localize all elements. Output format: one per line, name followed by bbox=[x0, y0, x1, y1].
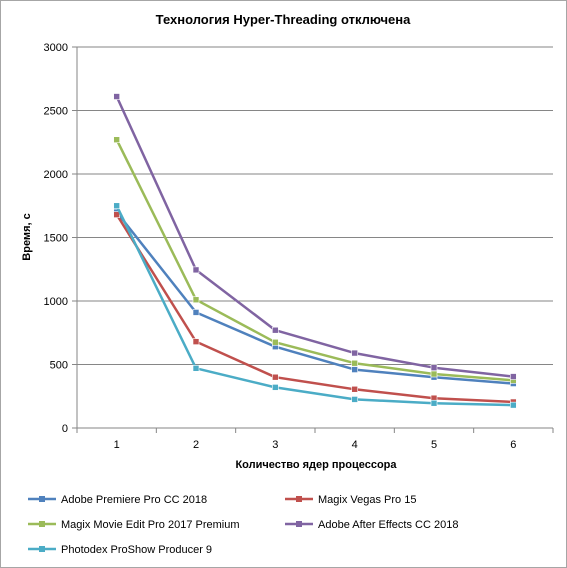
legend-item: Adobe Premiere Pro CC 2018 bbox=[28, 494, 207, 506]
y-tick-label: 0 bbox=[62, 423, 68, 435]
data-point bbox=[510, 373, 517, 380]
data-point bbox=[351, 349, 358, 357]
axes bbox=[72, 46, 554, 433]
data-point bbox=[510, 401, 517, 409]
data-point bbox=[113, 136, 120, 144]
series-line bbox=[115, 211, 514, 385]
y-tick-label: 2500 bbox=[44, 106, 68, 118]
y-tick-label: 1000 bbox=[44, 296, 68, 308]
x-tick-label: 3 bbox=[272, 439, 278, 451]
data-point bbox=[113, 93, 120, 100]
series-3 bbox=[113, 136, 517, 384]
data-point bbox=[272, 326, 279, 334]
legend-item: Magix Vegas Pro 15 bbox=[285, 494, 416, 506]
x-tick-labels: 1 2 3 4 5 6 bbox=[114, 439, 517, 451]
legend-swatch-marker bbox=[296, 496, 302, 502]
data-point bbox=[430, 364, 438, 371]
y-tick-label: 1500 bbox=[44, 233, 68, 245]
legend-label: Adobe Premiere Pro CC 2018 bbox=[61, 494, 207, 506]
legend-swatch-marker bbox=[296, 521, 302, 527]
data-point bbox=[113, 202, 120, 210]
legend: Adobe Premiere Pro CC 2018 Magix Vegas Pr… bbox=[28, 494, 458, 556]
x-tick-label: 1 bbox=[114, 439, 120, 451]
x-tick-label: 4 bbox=[352, 439, 358, 451]
series-line bbox=[115, 139, 514, 382]
data-point bbox=[430, 370, 438, 378]
x-tick-label: 5 bbox=[431, 439, 437, 451]
legend-item: Adobe After Effects CC 2018 bbox=[285, 519, 458, 531]
legend-label: Adobe After Effects CC 2018 bbox=[318, 519, 458, 531]
data-point bbox=[192, 266, 200, 274]
y-tick-label: 500 bbox=[50, 360, 68, 372]
series-line bbox=[115, 205, 514, 407]
data-point bbox=[351, 366, 358, 373]
data-point bbox=[192, 309, 200, 316]
y-tick-labels: 0 500 1000 1500 2000 2500 3000 bbox=[44, 42, 68, 435]
x-tick-label: 6 bbox=[510, 439, 516, 451]
series-line bbox=[115, 95, 514, 378]
series-4 bbox=[113, 93, 517, 380]
legend-label: Photodex ProShow Producer 9 bbox=[61, 544, 212, 556]
legend-swatch-marker bbox=[39, 496, 45, 502]
data-point bbox=[272, 384, 279, 391]
series-lines bbox=[113, 93, 517, 409]
legend-item: Magix Movie Edit Pro 2017 Premium bbox=[28, 519, 240, 531]
data-point bbox=[192, 296, 200, 304]
legend-label: Magix Vegas Pro 15 bbox=[318, 494, 416, 506]
data-point bbox=[430, 399, 438, 407]
data-point bbox=[272, 373, 279, 381]
data-point bbox=[192, 365, 200, 372]
data-point bbox=[351, 359, 358, 367]
series-5 bbox=[113, 202, 517, 409]
gridlines bbox=[77, 46, 553, 365]
x-tick-label: 2 bbox=[193, 439, 199, 451]
y-axis-title: Время, с bbox=[21, 213, 33, 260]
y-tick-label: 3000 bbox=[44, 42, 68, 54]
data-point bbox=[272, 338, 279, 346]
data-point bbox=[192, 338, 200, 345]
legend-swatch-marker bbox=[39, 521, 45, 527]
data-point bbox=[351, 396, 358, 403]
x-axis-title: Количество ядер процессора bbox=[235, 459, 397, 471]
y-tick-label: 2000 bbox=[44, 169, 68, 181]
series-line bbox=[115, 213, 514, 404]
series-1 bbox=[113, 208, 517, 387]
legend-swatch-marker bbox=[39, 546, 45, 552]
chart-title: Технология Hyper-Threading отключена bbox=[156, 12, 411, 27]
legend-label: Magix Movie Edit Pro 2017 Premium bbox=[61, 519, 240, 531]
data-point bbox=[351, 385, 358, 393]
legend-item: Photodex ProShow Producer 9 bbox=[28, 544, 212, 556]
